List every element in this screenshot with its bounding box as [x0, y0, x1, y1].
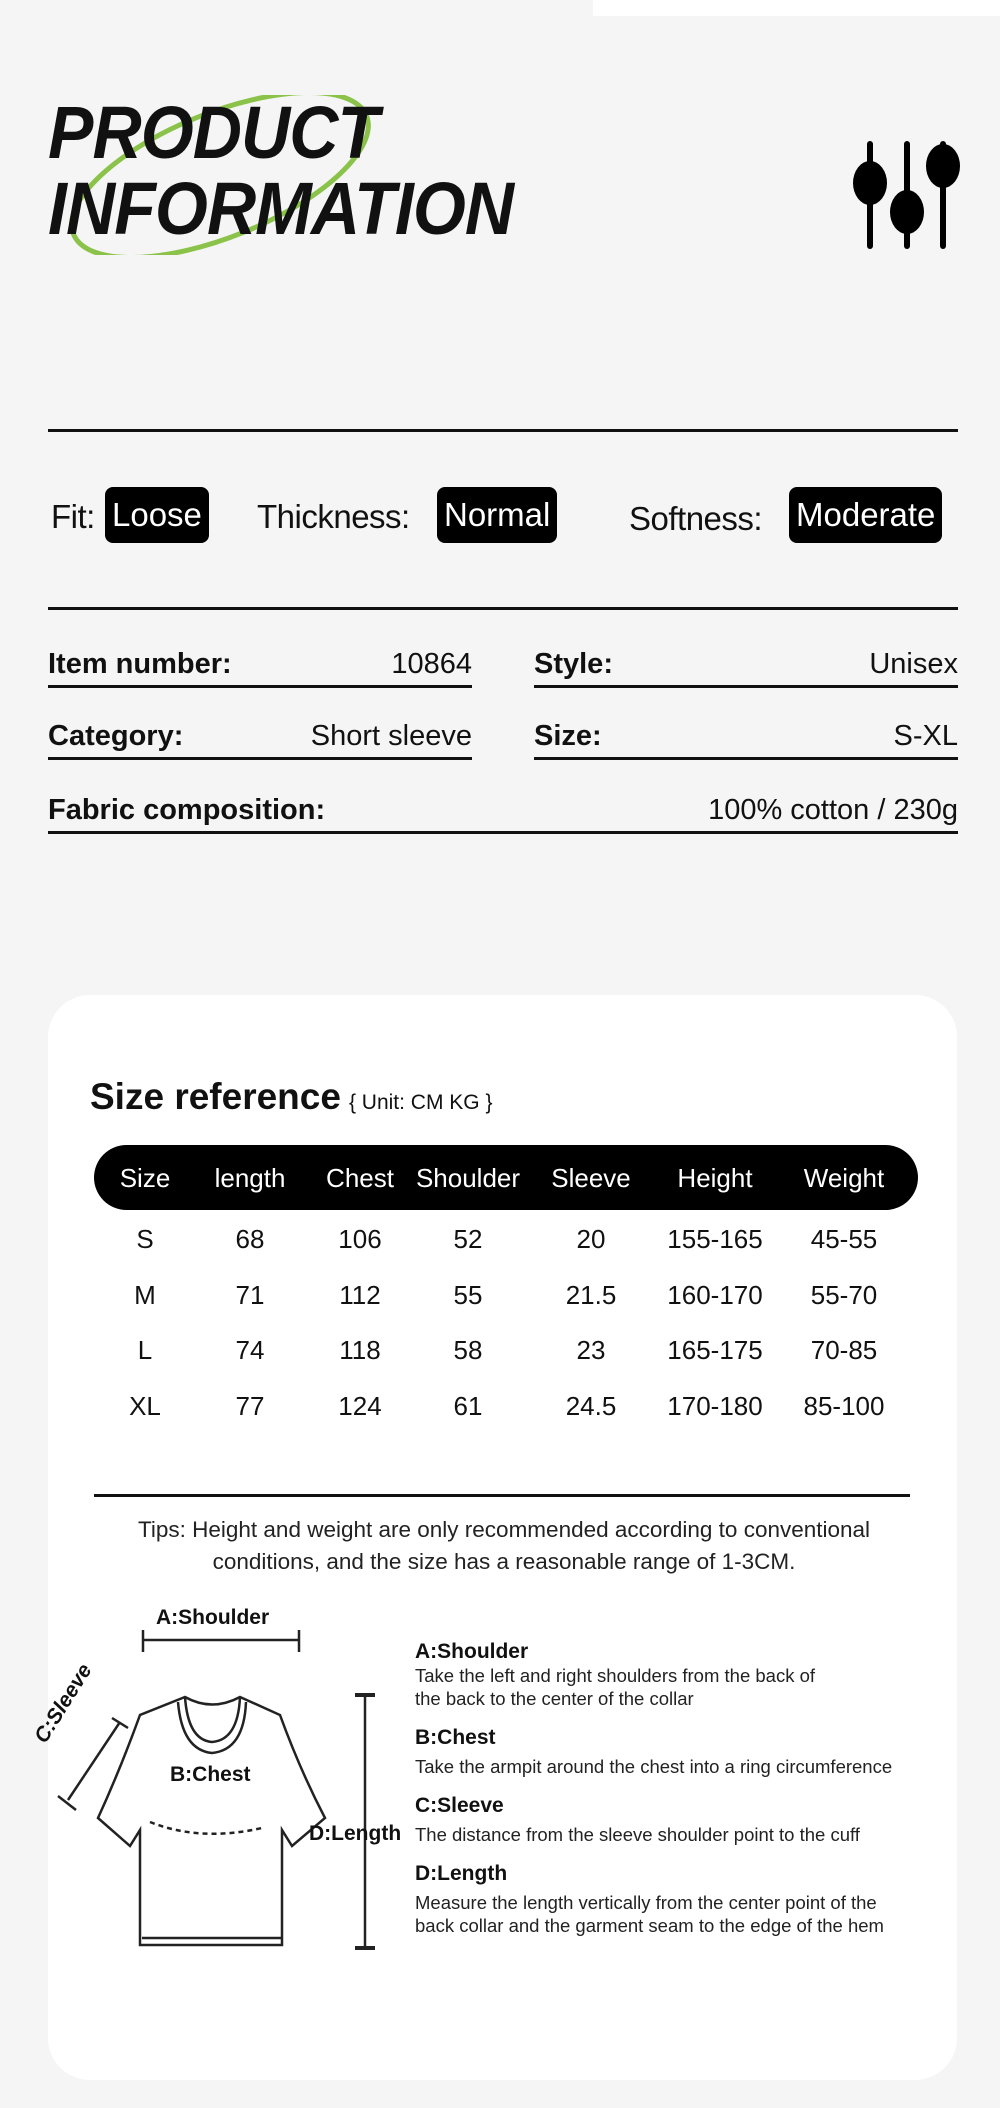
col-shoulder: Shoulder — [415, 1163, 521, 1193]
category-row: Category: Short sleeve — [48, 712, 472, 760]
item-number-label: Item number: — [48, 648, 232, 680]
accent-ellipse — [69, 95, 371, 255]
category-value: Short sleeve — [310, 720, 472, 752]
fit-label: Fit: — [51, 498, 95, 535]
legend-text: the back to the center of the collar — [415, 1688, 694, 1709]
size-table-header: Size length Chest Shoulder Sleeve Height… — [94, 1145, 918, 1210]
thickness-label: Thickness: — [257, 498, 410, 535]
table-row: M 71 112 55 21.5 160-170 55-70 — [94, 1282, 918, 1312]
divider — [94, 1494, 910, 1497]
cell: 74 — [235, 1335, 265, 1365]
legend-text: Take the armpit around the chest into a … — [415, 1756, 893, 1777]
col-length: length — [214, 1163, 286, 1193]
chest-label: B:Chest — [170, 1763, 251, 1786]
cell: 24.5 — [565, 1391, 617, 1421]
col-weight: Weight — [803, 1163, 885, 1193]
fabric-value: 100% cotton / 230g — [708, 794, 958, 826]
cell: 21.5 — [565, 1280, 617, 1310]
length-label: D:Length — [309, 1822, 402, 1845]
cell: 77 — [235, 1391, 265, 1421]
cell: 170-180 — [667, 1391, 763, 1421]
legend-heading: C:Sleeve — [415, 1794, 504, 1817]
cell: 20 — [576, 1224, 606, 1254]
style-value: Unisex — [869, 648, 958, 680]
tips-text: Tips: Height and weight are only recomme… — [94, 1514, 914, 1578]
shoulder-label: A:Shoulder — [156, 1606, 270, 1629]
legend-heading: B:Chest — [415, 1726, 496, 1749]
col-size: Size — [119, 1163, 171, 1193]
unit-note: { Unit: CM KG } — [348, 1091, 493, 1114]
legend-text: back collar and the garment seam to the … — [415, 1915, 884, 1936]
cell: 58 — [453, 1335, 483, 1365]
fabric-row: Fabric composition: 100% cotton / 230g — [48, 784, 958, 834]
tshirt-diagram — [57, 1630, 375, 1950]
size-value: S-XL — [893, 720, 958, 752]
cell: 85-100 — [803, 1391, 885, 1421]
thickness-badge: Normal — [437, 487, 558, 543]
size-row: Size: S-XL — [534, 712, 958, 760]
table-row: XL 77 124 61 24.5 170-180 85-100 — [94, 1393, 918, 1423]
tips-line: Tips: Height and weight are only recomme… — [137, 1517, 871, 1542]
legend-text: Measure the length vertically from the c… — [415, 1892, 877, 1913]
softness-badge: Moderate — [789, 487, 943, 543]
item-number-value: 10864 — [391, 648, 472, 680]
divider — [48, 429, 958, 432]
cell: 165-175 — [667, 1335, 763, 1365]
legend-text: Take the left and right shoulders from t… — [415, 1665, 816, 1686]
measurement-legend: A:Shoulder Take the left and right shoul… — [415, 1640, 955, 1937]
divider — [48, 607, 958, 610]
fit-badge: Loose — [105, 487, 209, 543]
page-title-line2: INFORMATION — [48, 167, 514, 250]
cell: L — [137, 1335, 153, 1365]
cell: 55-70 — [810, 1280, 878, 1310]
size-reference-title: Size reference { Unit: CM KG } — [90, 1076, 492, 1118]
item-number-row: Item number: 10864 — [48, 640, 472, 688]
cell: 160-170 — [667, 1280, 763, 1310]
style-row: Style: Unisex — [534, 640, 958, 688]
cell: 118 — [339, 1335, 381, 1365]
top-strip — [593, 0, 1000, 16]
table-row: L 74 118 58 23 165-175 70-85 — [94, 1337, 918, 1367]
cell: 61 — [453, 1391, 483, 1421]
softness-label: Softness: — [629, 500, 763, 537]
col-chest: Chest — [326, 1163, 394, 1193]
tshirt-outline — [96, 1695, 327, 1947]
cell: 112 — [339, 1280, 381, 1310]
cell: 55 — [453, 1280, 483, 1310]
chest-measure-line — [149, 1820, 263, 1835]
cell: 71 — [235, 1280, 265, 1310]
table-row: S 68 106 52 20 155-165 45-55 — [94, 1226, 918, 1256]
size-table-body: S 68 106 52 20 155-165 45-55 M 71 112 55 21.5 160-1… — [94, 1226, 918, 1456]
category-label: Category: — [48, 720, 184, 752]
fabric-label: Fabric composition: — [48, 794, 326, 826]
sliders-icon — [853, 141, 960, 249]
col-sleeve: Sleeve — [551, 1163, 631, 1193]
sleeve-measure-line — [66, 1721, 122, 1801]
cell: 68 — [235, 1224, 265, 1254]
legend-heading: D:Length — [415, 1862, 508, 1885]
size-label: Size: — [534, 720, 602, 752]
cell: 155-165 — [667, 1224, 763, 1254]
page-title-line1: PRODUCT — [48, 91, 379, 174]
cell: 106 — [338, 1224, 382, 1254]
cell: S — [136, 1224, 154, 1254]
cell: XL — [129, 1391, 161, 1421]
legend-text: The distance from the sleeve shoulder po… — [415, 1824, 860, 1845]
size-reference-heading: Size reference — [90, 1076, 341, 1117]
tips-line: conditions, and the size has a reasonabl… — [212, 1549, 796, 1574]
cell: 124 — [338, 1391, 382, 1421]
cell: 52 — [453, 1224, 483, 1254]
cell: 23 — [576, 1335, 606, 1365]
cell: M — [134, 1280, 156, 1310]
cell: 45-55 — [810, 1224, 878, 1254]
legend-heading: A:Shoulder — [415, 1640, 529, 1663]
style-label: Style: — [534, 648, 613, 680]
col-height: Height — [677, 1163, 753, 1193]
cell: 70-85 — [810, 1335, 878, 1365]
